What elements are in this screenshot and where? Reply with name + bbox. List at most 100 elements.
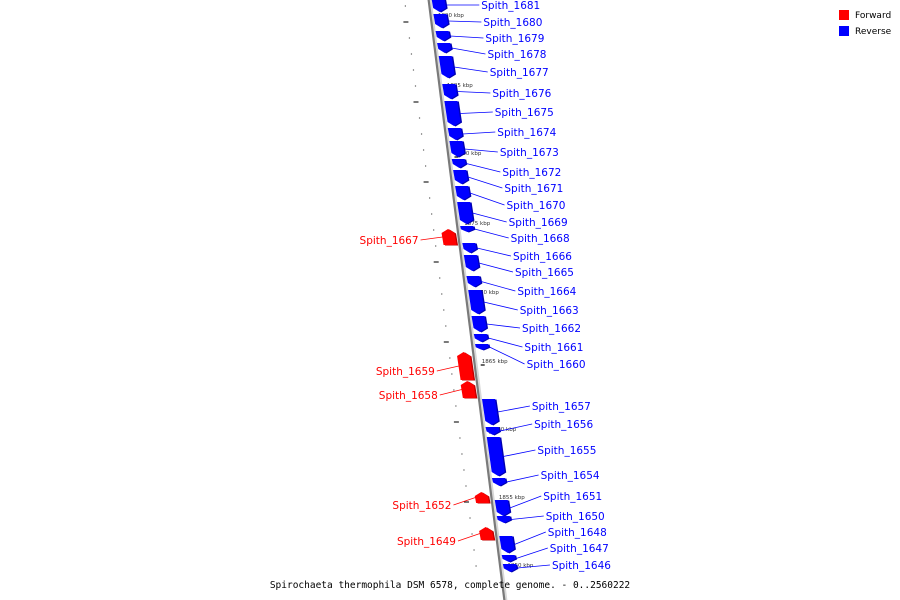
gene-spith-1680[interactable]	[433, 14, 450, 29]
gene-arrow[interactable]	[501, 555, 516, 562]
gene-label[interactable]: Spith_1672	[502, 167, 561, 179]
gene-arrow[interactable]	[449, 141, 465, 157]
gene-spith-1674[interactable]	[447, 128, 464, 141]
gene-spith-1661[interactable]	[473, 334, 490, 343]
gene-spith-1651[interactable]	[494, 500, 512, 517]
gene-spith-1668[interactable]	[460, 226, 476, 233]
gene-spith-1656[interactable]	[485, 427, 502, 436]
gene-arrow[interactable]	[460, 226, 474, 232]
gene-arrow[interactable]	[444, 101, 461, 126]
gene-spith-1649[interactable]	[479, 527, 496, 541]
gene-label[interactable]: Spith_1667	[360, 235, 419, 247]
gene-arrow[interactable]	[441, 229, 457, 245]
gene-arrow[interactable]	[468, 290, 485, 314]
gene-label[interactable]: Spith_1674	[497, 127, 556, 139]
gene-label[interactable]: Spith_1655	[537, 445, 596, 457]
gene-label[interactable]: Spith_1661	[524, 342, 583, 354]
gene-spith-1650[interactable]	[496, 516, 513, 524]
gene-spith-1654[interactable]	[491, 478, 508, 487]
gene-arrow[interactable]	[481, 399, 499, 425]
gene-arrow[interactable]	[466, 276, 481, 287]
gene-label[interactable]: Spith_1652	[392, 500, 451, 512]
gene-arrow[interactable]	[433, 14, 449, 28]
gene-spith-1678[interactable]	[437, 43, 453, 54]
gene-arrow[interactable]	[462, 243, 477, 253]
gene-spith-1673[interactable]	[449, 141, 466, 158]
gene-label[interactable]: Spith_1681	[481, 0, 540, 12]
gene-spith-1663[interactable]	[468, 290, 486, 315]
gene-arrow[interactable]	[491, 478, 506, 486]
gene-arrow[interactable]	[502, 564, 517, 572]
gene-arrow[interactable]	[460, 381, 476, 398]
gene-arrow[interactable]	[485, 427, 500, 435]
gene-label[interactable]: Spith_1649	[397, 536, 456, 548]
gene-label[interactable]: Spith_1663	[520, 305, 579, 317]
gene-arrow[interactable]	[437, 43, 452, 53]
gene-spith-1669[interactable]	[457, 202, 475, 225]
gene-spith-1675[interactable]	[444, 101, 463, 127]
gene-spith-1655[interactable]	[486, 437, 507, 477]
gene-label[interactable]: Spith_1679	[485, 33, 544, 45]
gene-spith-1660[interactable]	[475, 344, 491, 351]
gene-arrow[interactable]	[494, 500, 510, 516]
gene-label[interactable]: Spith_1647	[550, 543, 609, 555]
gene-arrow[interactable]	[435, 31, 450, 41]
gene-arrow[interactable]	[499, 536, 515, 553]
gene-label[interactable]: Spith_1671	[504, 183, 563, 195]
gene-spith-1652[interactable]	[474, 492, 491, 504]
gene-arrow[interactable]	[431, 0, 447, 12]
gene-spith-1666[interactable]	[462, 243, 479, 254]
gene-label[interactable]: Spith_1658	[379, 390, 438, 402]
gene-spith-1646[interactable]	[502, 564, 519, 573]
gene-spith-1671[interactable]	[453, 170, 470, 185]
gene-spith-1658[interactable]	[460, 381, 478, 399]
gene-label[interactable]: Spith_1673	[500, 147, 559, 159]
gene-arrow[interactable]	[447, 128, 463, 140]
gene-spith-1679[interactable]	[435, 31, 452, 42]
gene-label[interactable]: Spith_1664	[517, 286, 576, 298]
gene-spith-1659[interactable]	[457, 352, 476, 381]
gene-spith-1676[interactable]	[442, 84, 459, 100]
gene-arrow[interactable]	[479, 527, 494, 540]
gene-arrow[interactable]	[496, 516, 511, 523]
gene-label[interactable]: Spith_1659	[376, 366, 435, 378]
gene-arrow[interactable]	[455, 186, 470, 200]
gene-arrow[interactable]	[451, 159, 466, 168]
gene-spith-1681[interactable]	[431, 0, 448, 13]
gene-label[interactable]: Spith_1660	[527, 359, 586, 371]
gene-label[interactable]: Spith_1675	[495, 107, 554, 119]
gene-arrow[interactable]	[486, 437, 505, 476]
gene-label[interactable]: Spith_1669	[509, 217, 568, 229]
gene-label[interactable]: Spith_1668	[511, 233, 570, 245]
gene-label[interactable]: Spith_1676	[492, 88, 551, 100]
gene-label[interactable]: Spith_1670	[507, 200, 566, 212]
gene-label[interactable]: Spith_1665	[515, 267, 574, 279]
gene-label[interactable]: Spith_1657	[532, 401, 591, 413]
gene-arrow[interactable]	[457, 202, 473, 224]
gene-arrow[interactable]	[473, 334, 488, 342]
gene-spith-1664[interactable]	[466, 276, 483, 288]
gene-spith-1667[interactable]	[441, 229, 459, 246]
gene-label[interactable]: Spith_1666	[513, 251, 572, 263]
gene-label[interactable]: Spith_1678	[487, 49, 546, 61]
gene-label[interactable]: Spith_1656	[534, 419, 593, 431]
gene-arrow[interactable]	[457, 352, 474, 380]
gene-spith-1648[interactable]	[499, 536, 516, 554]
gene-spith-1672[interactable]	[451, 159, 468, 169]
gene-arrow[interactable]	[471, 316, 487, 332]
gene-spith-1665[interactable]	[463, 255, 481, 272]
gene-label[interactable]: Spith_1651	[543, 491, 602, 503]
gene-spith-1677[interactable]	[438, 56, 456, 79]
gene-label[interactable]: Spith_1662	[522, 323, 581, 335]
gene-label[interactable]: Spith_1654	[541, 470, 600, 482]
gene-spith-1647[interactable]	[501, 555, 518, 563]
gene-arrow[interactable]	[463, 255, 479, 271]
gene-arrow[interactable]	[453, 170, 468, 184]
gene-label[interactable]: Spith_1680	[483, 17, 542, 29]
gene-arrow[interactable]	[475, 344, 489, 350]
gene-label[interactable]: Spith_1648	[548, 527, 607, 539]
gene-label[interactable]: Spith_1650	[546, 511, 605, 523]
gene-arrow[interactable]	[438, 56, 455, 78]
gene-arrow[interactable]	[474, 492, 490, 503]
gene-label[interactable]: Spith_1646	[552, 560, 611, 572]
